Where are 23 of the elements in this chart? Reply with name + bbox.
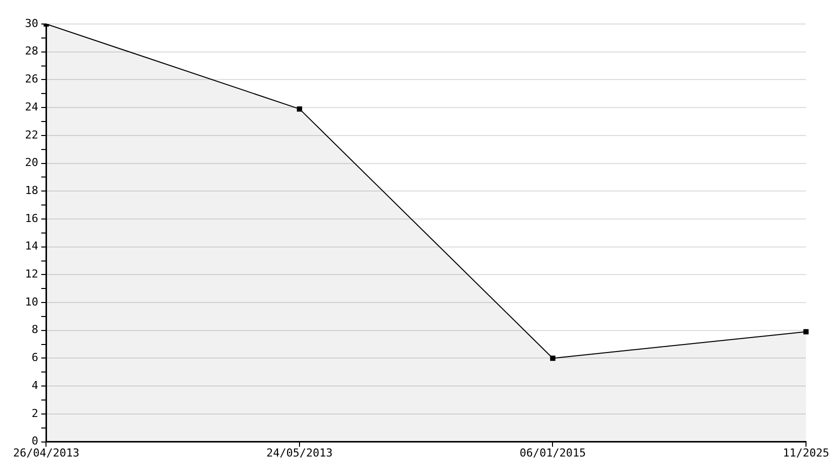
y-tick-label: 6: [32, 351, 38, 364]
y-tick-label: 14: [24, 240, 39, 253]
point: [550, 356, 556, 361]
y-tick-label: 20: [24, 156, 38, 170]
x-tick-label: 06/01/2015: [520, 446, 586, 460]
point: [803, 329, 809, 334]
y-tick-label: 4: [32, 378, 39, 392]
x-tick-label: 26/04/2013: [13, 446, 80, 460]
y-tick-label: 8: [32, 323, 38, 336]
y-tick-label: 24: [24, 100, 39, 114]
y-tick-label: 0: [32, 434, 38, 448]
y-tick-label: 10: [24, 295, 38, 308]
x-tick-label: 11/2025: [782, 446, 830, 460]
y-tick-label: 28: [24, 44, 38, 58]
x-tick-label: 24/05/2013: [266, 446, 333, 460]
y-tick-label: 16: [24, 212, 38, 225]
point: [296, 106, 302, 112]
y-tick-label: 22: [24, 128, 38, 142]
y-tick-label: 2: [32, 406, 38, 420]
y-tick-label: 18: [24, 184, 38, 197]
y-tick-label: 26: [24, 72, 38, 86]
y-tick-label: 30: [24, 16, 38, 30]
y-tick-label: 12: [24, 268, 38, 281]
